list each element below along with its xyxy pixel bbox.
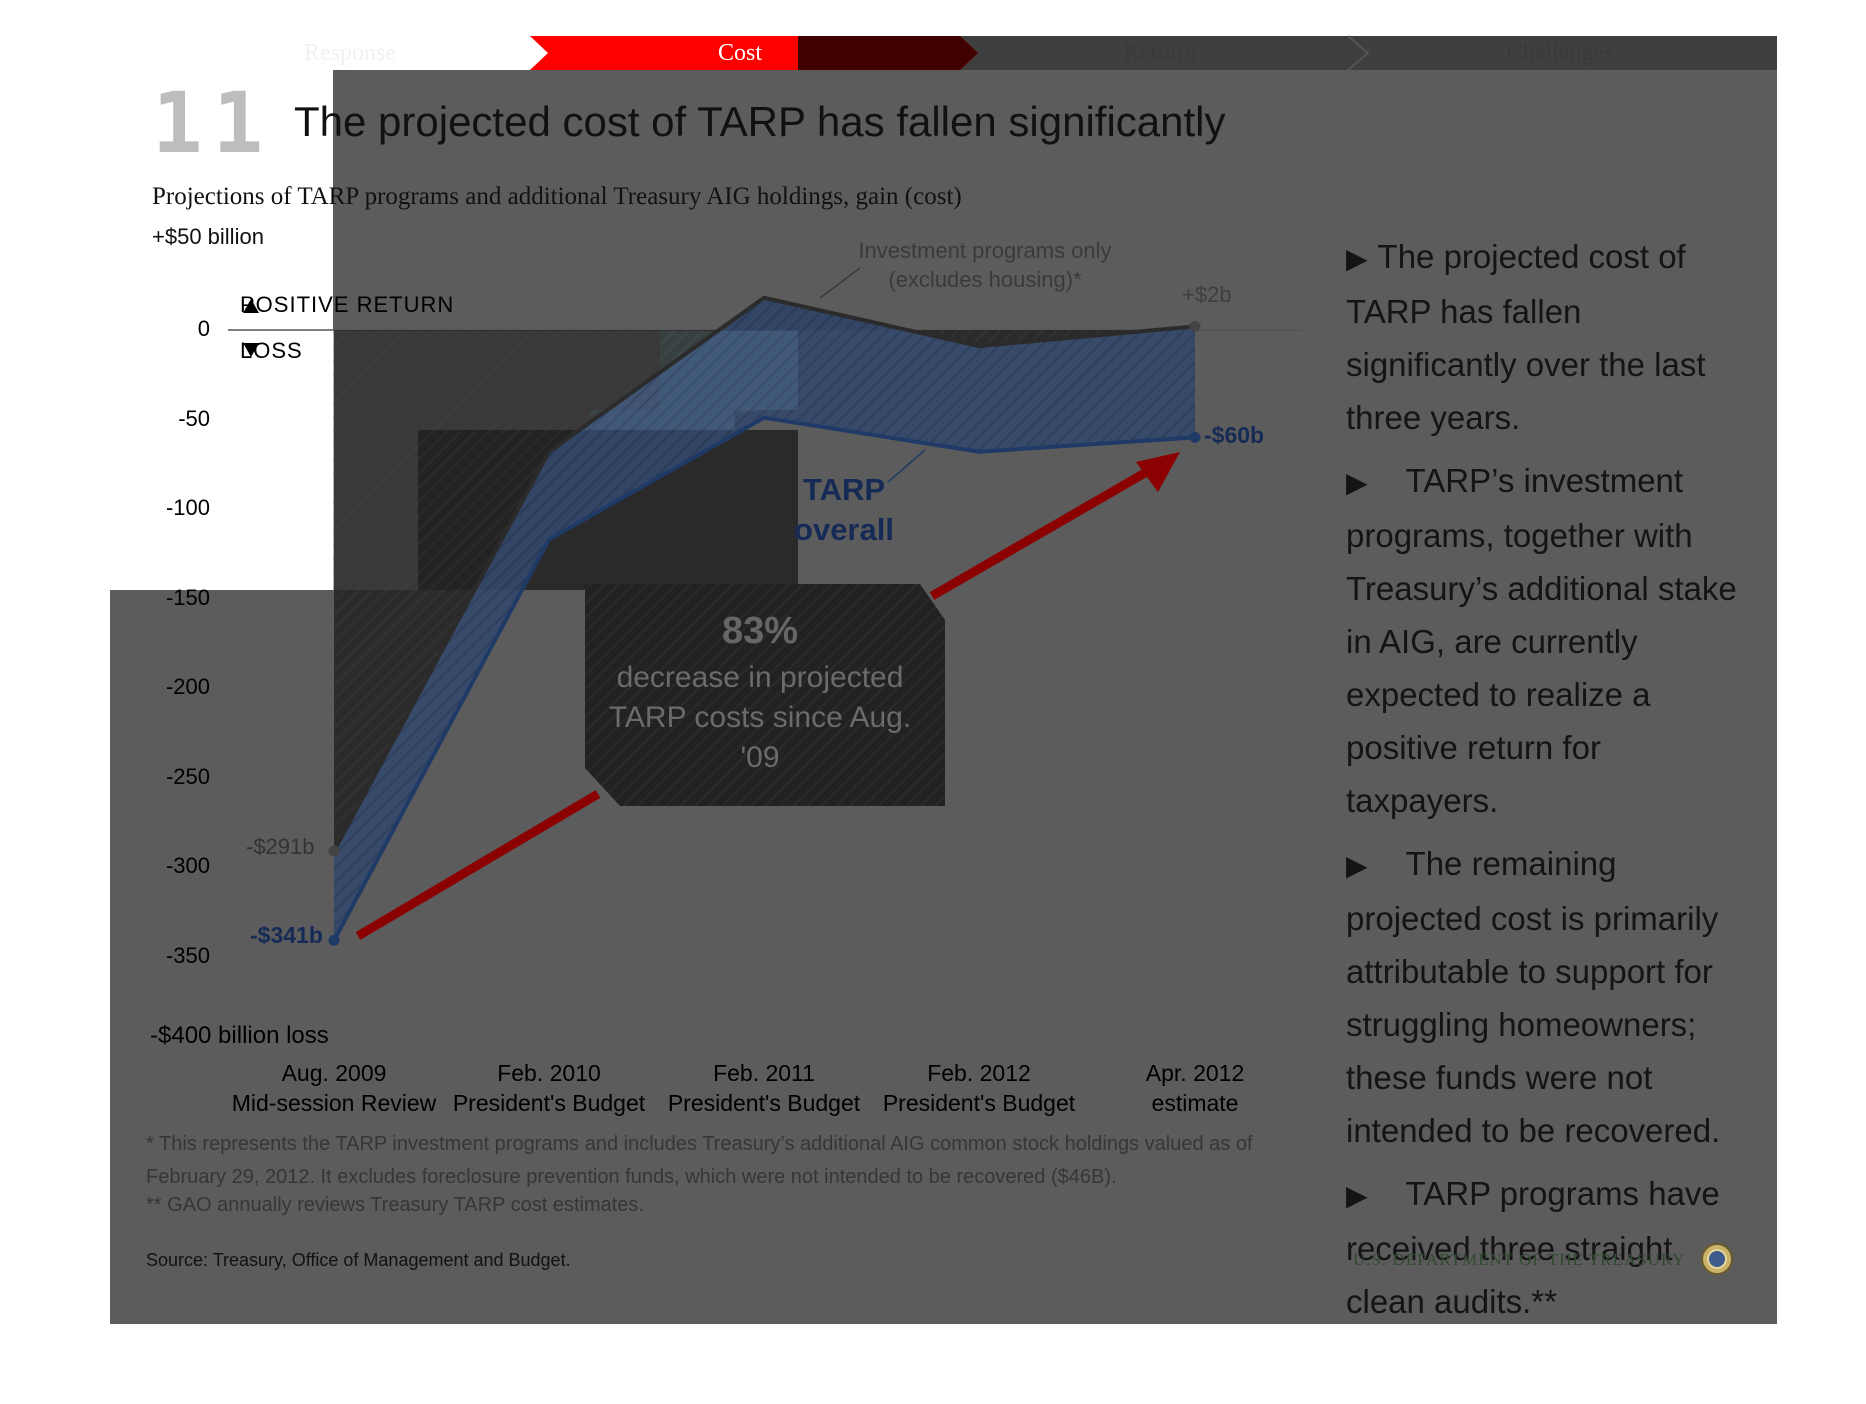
tarp-point <box>328 934 340 946</box>
x-tick-label-line: Apr. 2012 <box>1145 1060 1245 1086</box>
investment-start-label: -$291b <box>246 834 315 859</box>
nav-tab-cost[interactable]: Cost <box>717 40 762 66</box>
bullet-triangle-icon: ▶ <box>1346 1180 1368 1211</box>
bullet-list: ▶ The projected cost of TARP has fallen s… <box>1346 230 1746 1338</box>
tarp-area <box>334 297 1195 941</box>
bullet-item: ▶ The remaining projected cost is primari… <box>1346 837 1746 1157</box>
x-tick-label-line: President's Budget <box>452 1090 646 1116</box>
y-tick-label: -50 <box>178 405 210 431</box>
nav-tab-reform[interactable]: Reform <box>1123 40 1197 66</box>
tarp-line <box>332 415 1196 942</box>
loss-legend: LOSS <box>240 338 303 363</box>
x-tick-label: Aug. 2009 Mid-session Review <box>224 1058 444 1118</box>
bullet-text: The projected cost of TARP has fallen si… <box>1346 238 1706 436</box>
y-tick-label: -100 <box>165 495 210 520</box>
callout-box <box>585 584 945 806</box>
nav-tab-challenges[interactable]: Challenges <box>1506 40 1614 66</box>
y-tick-label: -250 <box>165 763 210 789</box>
x-tick-label-line: President's Budget <box>882 1090 1076 1116</box>
x-tick-label-line: Mid-session Review <box>231 1090 437 1116</box>
bullet-item: ▶ TARP’s investment programs, together wi… <box>1346 454 1746 827</box>
x-tick-label-line: Feb. 2010 <box>497 1060 601 1086</box>
treasury-seal-icon <box>1701 1243 1733 1275</box>
x-tick-label: Feb. 2012 President's Budget <box>869 1058 1089 1118</box>
tarp-leader-line <box>887 449 926 483</box>
footnote-2: ** GAO annually reviews Treasury TARP co… <box>146 1194 644 1216</box>
chart-subtitle: Projections of TARP programs and additio… <box>152 183 962 210</box>
trend-arrowhead-icon <box>1136 452 1180 492</box>
source-note: Source: Treasury, Office of Management a… <box>146 1250 571 1270</box>
slide-number: 11 <box>152 74 274 172</box>
y-tick-label: -150 <box>165 584 210 610</box>
bullet-item: ▶ TARP programs have received three strai… <box>1346 1167 1746 1328</box>
investment-point <box>1189 320 1201 332</box>
x-tick-label-line: estimate <box>1151 1090 1239 1116</box>
nav-tab-cost-shadow <box>798 36 978 70</box>
x-tick-label: Feb. 2011 President's Budget <box>654 1058 874 1118</box>
nav-tab-response[interactable]: Response <box>304 40 396 66</box>
investment-area <box>334 297 1195 851</box>
y-axis-bottom-label: -$400 billion loss <box>150 1022 329 1049</box>
nav-chevron-1 <box>1347 35 1370 71</box>
investment-leader-line <box>819 267 861 299</box>
x-tick-label-line: President's Budget <box>667 1090 861 1116</box>
y-axis-top-label: +$50 billion <box>152 224 264 249</box>
tarp-end-label: -$60b <box>1204 422 1265 448</box>
y-tick-label: -350 <box>165 942 210 968</box>
up-triangle-icon <box>243 299 259 313</box>
investment-series-label: Investment programs only (excludes housi… <box>858 238 1112 292</box>
tarp-start-label: -$341b <box>250 922 323 948</box>
y-tick-label: -200 <box>165 674 210 699</box>
bullet-triangle-icon: ▶ <box>1346 467 1368 498</box>
investment-point <box>328 845 340 857</box>
bullet-item: ▶ The projected cost of TARP has fallen s… <box>1346 230 1746 444</box>
bullet-triangle-icon: ▶ <box>1346 243 1368 274</box>
down-triangle-icon <box>243 343 259 357</box>
investment-line <box>332 295 1196 852</box>
x-tick-label-line: Aug. 2009 <box>281 1060 387 1086</box>
bullet-triangle-icon: ▶ <box>1346 850 1368 881</box>
trend-arrow-line-2 <box>929 466 1153 600</box>
footnote-1: * This represents the TARP investment pr… <box>146 1133 1253 1188</box>
slide-title: The projected cost of TARP has fallen si… <box>294 98 1226 145</box>
investment-end-label: +$2b <box>1182 282 1232 307</box>
bullet-text: TARP programs have received three straig… <box>1346 1175 1720 1320</box>
x-tick-label-line: Feb. 2012 <box>927 1060 1031 1086</box>
y-tick-label: -300 <box>165 853 210 878</box>
x-tick-label: Feb. 2010 President's Budget <box>439 1058 659 1118</box>
tarp-series-label: TARP overall <box>794 472 894 547</box>
bullet-text: TARP’s investment programs, together wit… <box>1346 462 1737 819</box>
treasury-name: U.S. DEPARTMENT OF THE TREASURY <box>1353 1250 1686 1269</box>
bullet-text: The remaining projected cost is primaril… <box>1346 845 1721 1149</box>
x-tick-label-line: Feb. 2011 <box>713 1060 815 1086</box>
callout-percent: 83% <box>721 610 799 652</box>
tarp-point <box>1189 431 1201 443</box>
x-tick-label: Apr. 2012 estimate <box>1085 1058 1305 1118</box>
callout-text: decrease in projected TARP costs since A… <box>608 661 912 774</box>
positive-return-legend: POSITIVE RETURN <box>240 292 455 317</box>
trend-arrow-line-1 <box>355 790 601 940</box>
y-tick-label: 0 <box>197 316 210 341</box>
